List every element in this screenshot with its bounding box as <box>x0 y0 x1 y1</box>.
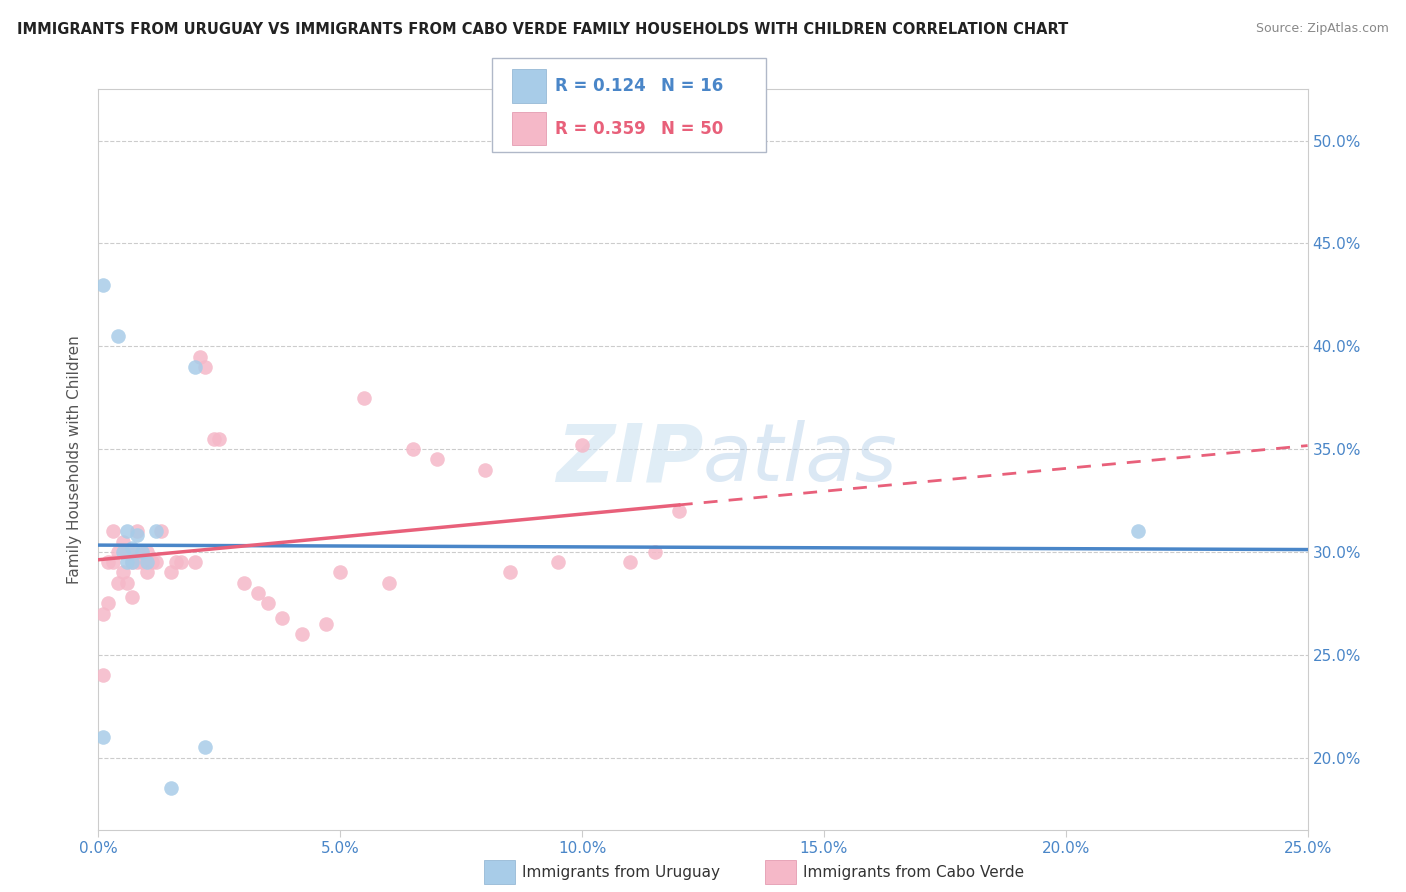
Point <box>91 730 114 744</box>
Point <box>127 528 149 542</box>
Point <box>131 545 153 559</box>
Text: N = 50: N = 50 <box>661 120 723 137</box>
Point <box>117 575 139 590</box>
Point <box>571 438 593 452</box>
Point <box>101 524 124 539</box>
Point <box>121 555 143 569</box>
Point <box>208 432 231 446</box>
Point <box>141 555 163 569</box>
Point <box>165 555 187 569</box>
Text: atlas: atlas <box>703 420 898 499</box>
Point <box>111 545 134 559</box>
Point <box>111 534 134 549</box>
Point <box>426 452 449 467</box>
Point <box>290 627 312 641</box>
Text: Immigrants from Uruguay: Immigrants from Uruguay <box>522 865 720 880</box>
Text: ZIP: ZIP <box>555 420 703 499</box>
Point <box>329 566 352 580</box>
Point <box>91 607 114 621</box>
Point <box>402 442 425 456</box>
Text: Source: ZipAtlas.com: Source: ZipAtlas.com <box>1256 22 1389 36</box>
Point <box>188 350 211 364</box>
Point <box>101 555 124 569</box>
Point <box>135 566 157 580</box>
Point <box>127 545 149 559</box>
Point <box>97 555 120 569</box>
Point <box>1128 524 1150 539</box>
Point <box>145 555 167 569</box>
Point <box>107 545 129 559</box>
Point <box>315 616 337 631</box>
Point <box>107 329 129 343</box>
Point <box>232 575 254 590</box>
Point <box>184 555 207 569</box>
Point <box>127 555 149 569</box>
Text: N = 16: N = 16 <box>661 78 723 95</box>
Point <box>121 541 143 555</box>
Y-axis label: Family Households with Children: Family Households with Children <box>67 335 83 583</box>
Text: R = 0.359: R = 0.359 <box>555 120 647 137</box>
Point <box>111 566 134 580</box>
Point <box>498 566 520 580</box>
Point <box>644 545 666 559</box>
Point <box>150 524 173 539</box>
Point <box>145 524 167 539</box>
Point <box>256 596 278 610</box>
Point <box>135 545 157 559</box>
Point <box>107 575 129 590</box>
Point <box>117 545 139 559</box>
Point <box>184 359 207 374</box>
Point <box>194 359 217 374</box>
Point <box>377 575 399 590</box>
Point <box>194 740 217 755</box>
Point <box>91 277 114 292</box>
Point <box>127 524 149 539</box>
Point <box>619 555 641 569</box>
Point <box>121 590 143 604</box>
Point <box>271 611 294 625</box>
Point <box>131 545 153 559</box>
Point <box>160 566 183 580</box>
Point <box>135 555 157 569</box>
Text: R = 0.124: R = 0.124 <box>555 78 647 95</box>
Point <box>247 586 270 600</box>
Point <box>353 391 375 405</box>
Point <box>204 432 226 446</box>
Point <box>121 555 143 569</box>
Point <box>117 555 139 569</box>
Point <box>91 668 114 682</box>
Point <box>169 555 191 569</box>
Point <box>131 555 153 569</box>
Point <box>547 555 569 569</box>
Text: IMMIGRANTS FROM URUGUAY VS IMMIGRANTS FROM CABO VERDE FAMILY HOUSEHOLDS WITH CHI: IMMIGRANTS FROM URUGUAY VS IMMIGRANTS FR… <box>17 22 1069 37</box>
Point <box>474 463 496 477</box>
Point <box>668 504 690 518</box>
Text: Immigrants from Cabo Verde: Immigrants from Cabo Verde <box>803 865 1024 880</box>
Point <box>160 781 183 796</box>
Point <box>97 596 120 610</box>
Point <box>117 524 139 539</box>
